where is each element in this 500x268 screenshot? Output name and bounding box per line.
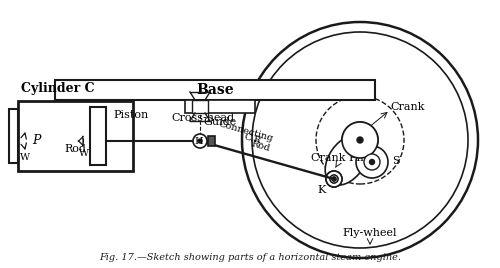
Ellipse shape bbox=[325, 135, 369, 185]
Text: Crank Pin: Crank Pin bbox=[311, 153, 367, 163]
Text: W: W bbox=[79, 150, 89, 158]
Text: H: H bbox=[194, 136, 203, 146]
Circle shape bbox=[330, 175, 338, 183]
Text: Crank: Crank bbox=[390, 102, 424, 112]
Circle shape bbox=[198, 139, 202, 143]
Text: Base: Base bbox=[196, 83, 234, 97]
Circle shape bbox=[342, 122, 378, 158]
Circle shape bbox=[342, 122, 378, 158]
Circle shape bbox=[316, 96, 404, 184]
Text: Fig. 17.—Sketch showing parts of a horizontal steam-engine.: Fig. 17.—Sketch showing parts of a horiz… bbox=[99, 253, 401, 262]
Text: C.R.: C.R. bbox=[242, 132, 265, 147]
Text: Cylinder C: Cylinder C bbox=[21, 82, 94, 95]
Circle shape bbox=[326, 171, 342, 187]
Bar bbox=[55, 80, 375, 100]
Circle shape bbox=[332, 177, 336, 181]
Bar bbox=[208, 136, 215, 146]
Text: Fly-wheel: Fly-wheel bbox=[343, 228, 397, 238]
Bar bbox=[192, 100, 208, 113]
Bar bbox=[90, 107, 106, 165]
Text: Connecting: Connecting bbox=[218, 120, 274, 144]
Text: W: W bbox=[20, 152, 30, 162]
Circle shape bbox=[364, 154, 380, 170]
Circle shape bbox=[370, 159, 374, 165]
Circle shape bbox=[252, 32, 468, 248]
Text: Cross-head: Cross-head bbox=[172, 113, 234, 123]
Circle shape bbox=[357, 137, 363, 143]
Bar bbox=[18, 101, 133, 171]
Circle shape bbox=[193, 134, 207, 148]
Text: Rod: Rod bbox=[64, 144, 86, 154]
Bar bbox=[9, 109, 18, 163]
Bar bbox=[185, 100, 255, 113]
Text: Rod: Rod bbox=[250, 140, 272, 154]
Circle shape bbox=[356, 146, 388, 178]
Text: Guide: Guide bbox=[204, 117, 236, 127]
Circle shape bbox=[332, 177, 336, 181]
Circle shape bbox=[330, 175, 338, 183]
Circle shape bbox=[357, 137, 363, 143]
Circle shape bbox=[242, 22, 478, 258]
Text: Piston: Piston bbox=[113, 110, 148, 120]
Text: P: P bbox=[32, 135, 40, 147]
Circle shape bbox=[326, 171, 342, 187]
Text: S: S bbox=[392, 156, 400, 166]
Text: K: K bbox=[318, 185, 326, 195]
